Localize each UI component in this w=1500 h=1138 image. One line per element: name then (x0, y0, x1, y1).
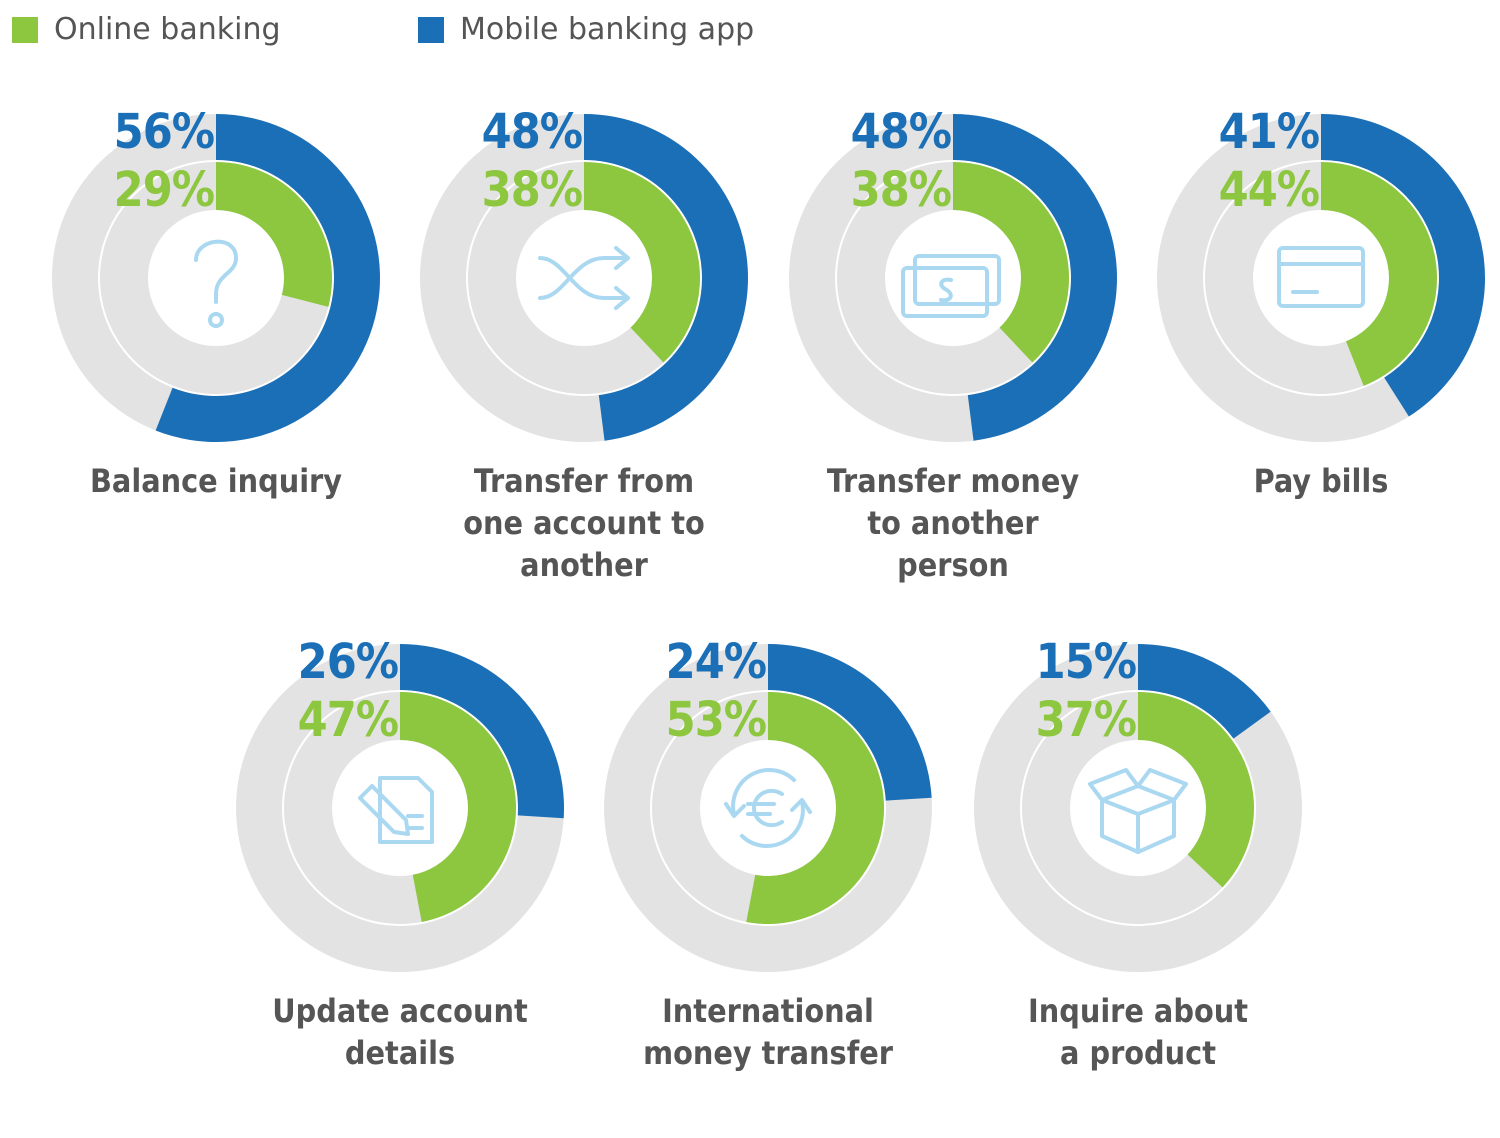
euro-exchange-icon (724, 768, 812, 848)
online-arc (746, 692, 884, 924)
legend-item-mobile: Mobile banking app (418, 12, 754, 47)
mobile-arc (768, 644, 932, 801)
donut-pay-bills: 41% 44% Pay bills (1151, 108, 1491, 608)
mobile-arc (1321, 114, 1485, 417)
donut-svg (236, 644, 564, 972)
mobile-arc (155, 114, 380, 442)
document-edit-icon (358, 776, 434, 844)
donut-inquire-about-a-product: 15% 37% Inquire about a product (968, 638, 1308, 1138)
mobile-percent-label: 48% (481, 104, 583, 160)
mobile-percent-label: 26% (297, 634, 399, 690)
online-arc (1321, 162, 1437, 386)
online-arc (400, 692, 516, 922)
online-arc (953, 162, 1069, 363)
shuffle-arrows-icon (538, 246, 630, 310)
legend-label-online: Online banking (54, 12, 281, 47)
legend: Online banking Mobile banking app (0, 0, 1500, 70)
donut-svg (52, 114, 380, 442)
mobile-arc (584, 114, 749, 441)
legend-swatch-online (12, 16, 38, 43)
donut-svg (420, 114, 749, 442)
credit-card-icon (1277, 246, 1365, 308)
online-arc (584, 162, 700, 363)
category-label: Pay bills (1253, 462, 1389, 500)
donut-svg (1157, 114, 1485, 442)
mobile-percent-label: 56% (113, 104, 215, 160)
online-arc (216, 162, 333, 307)
category-label: Transfer from one account to another (463, 462, 705, 584)
online-percent-label: 37% (1035, 692, 1137, 748)
mobile-arc (400, 644, 564, 819)
category-label: International money transfer (643, 992, 893, 1072)
online-percent-label: 29% (113, 162, 215, 218)
online-percent-label: 47% (297, 692, 399, 748)
donut-transfer-from-one-account-to-another: 48% 38% Transfer from one account to anoth… (414, 108, 754, 608)
donut-international-money-transfer: 24% 53% International money transfer (598, 638, 938, 1138)
banknotes-icon (901, 254, 1001, 318)
donut-balance-inquiry: 56% 29% Balance inquiry (46, 108, 386, 608)
mobile-percent-label: 41% (1218, 104, 1320, 160)
donut-transfer-money-to-another-person: 48% 38% Transfer money to another person (783, 108, 1123, 608)
online-percent-label: 38% (481, 162, 583, 218)
category-label: Transfer money to another person (826, 462, 1080, 584)
legend-swatch-mobile (418, 16, 444, 43)
category-label: Inquire about a product (1028, 992, 1248, 1072)
online-percent-label: 38% (850, 162, 952, 218)
donut-svg (789, 114, 1118, 442)
question-mark-icon (194, 239, 238, 328)
legend-label-mobile: Mobile banking app (460, 12, 755, 47)
mobile-arc (1138, 644, 1271, 739)
mobile-percent-label: 15% (1035, 634, 1137, 690)
category-label: Balance inquiry (89, 462, 343, 500)
mobile-percent-label: 48% (850, 104, 952, 160)
mobile-arc (953, 114, 1118, 441)
open-box-icon (1088, 768, 1188, 854)
donut-chart-grid: 56% 29% Balance inquiry 48% 38% Transfer from… (46, 108, 1491, 1072)
donut-svg (974, 644, 1302, 972)
donut-update-account-details: 26% 47% Update account details (230, 638, 570, 1138)
mobile-percent-label: 24% (665, 634, 767, 690)
online-arc (1138, 692, 1254, 888)
online-percent-label: 44% (1218, 162, 1320, 218)
legend-item-online: Online banking (12, 12, 281, 47)
donut-svg (604, 644, 932, 972)
category-label: Update account details (272, 992, 528, 1072)
online-percent-label: 53% (665, 692, 767, 748)
